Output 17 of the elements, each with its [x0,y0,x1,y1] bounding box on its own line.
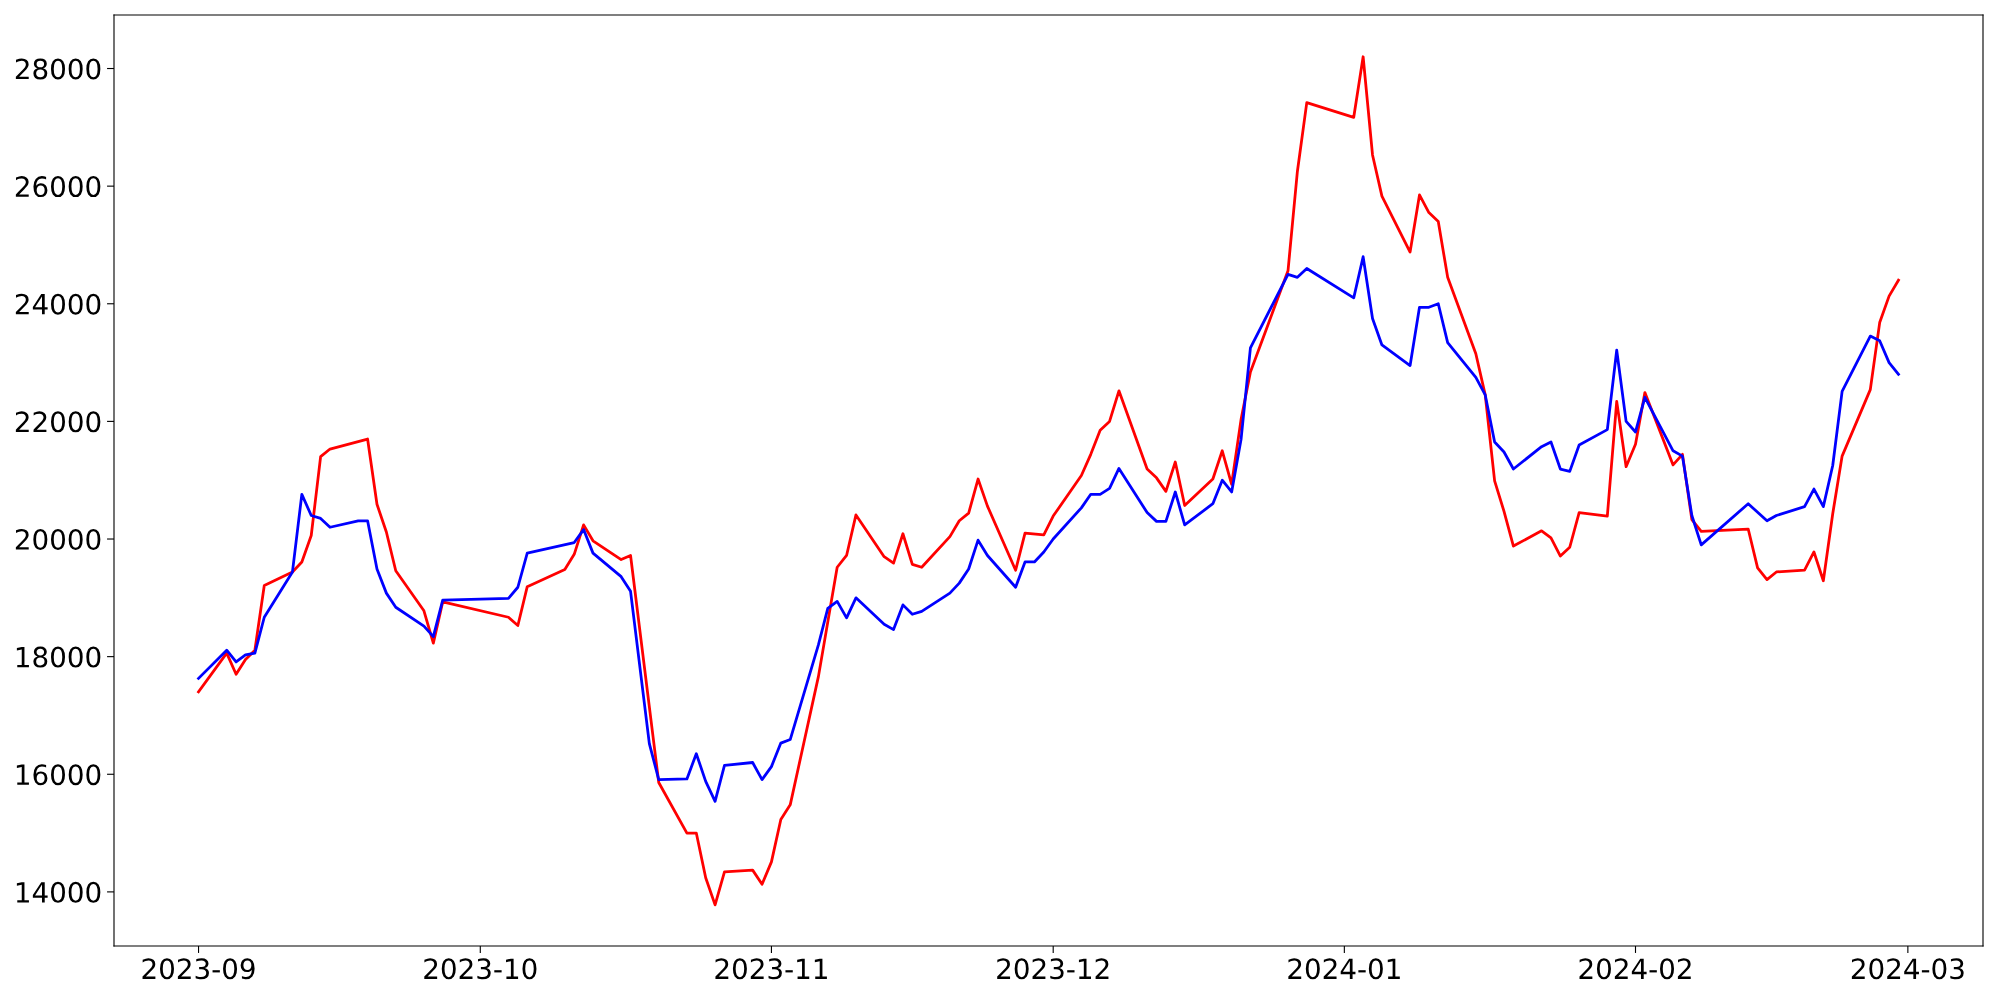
x-tick-label: 2024-03 [1851,958,1964,980]
y-tick-label: 22000 [15,411,101,433]
line-series [197,255,1900,803]
y-tick-label: 14000 [16,881,101,903]
x-tick-label: 2023-10 [424,958,537,980]
y-tick-label: 26000 [15,176,101,198]
x-tick-label: 2024-01 [1288,958,1400,980]
x-tick-label: 2024-02 [1579,958,1691,980]
x-tick-label: 2023-09 [142,958,255,980]
y-tick-label: 18000 [16,646,101,668]
y-tick-label: 28000 [15,58,101,80]
y-tick-label: 16000 [16,764,101,786]
x-tick-label: 2023-12 [997,958,1109,980]
y-tick-label: 24000 [15,293,101,315]
y-tick-label: 20000 [15,528,101,550]
line-series [197,55,1900,907]
x-tick-label: 2023-11 [715,958,827,980]
